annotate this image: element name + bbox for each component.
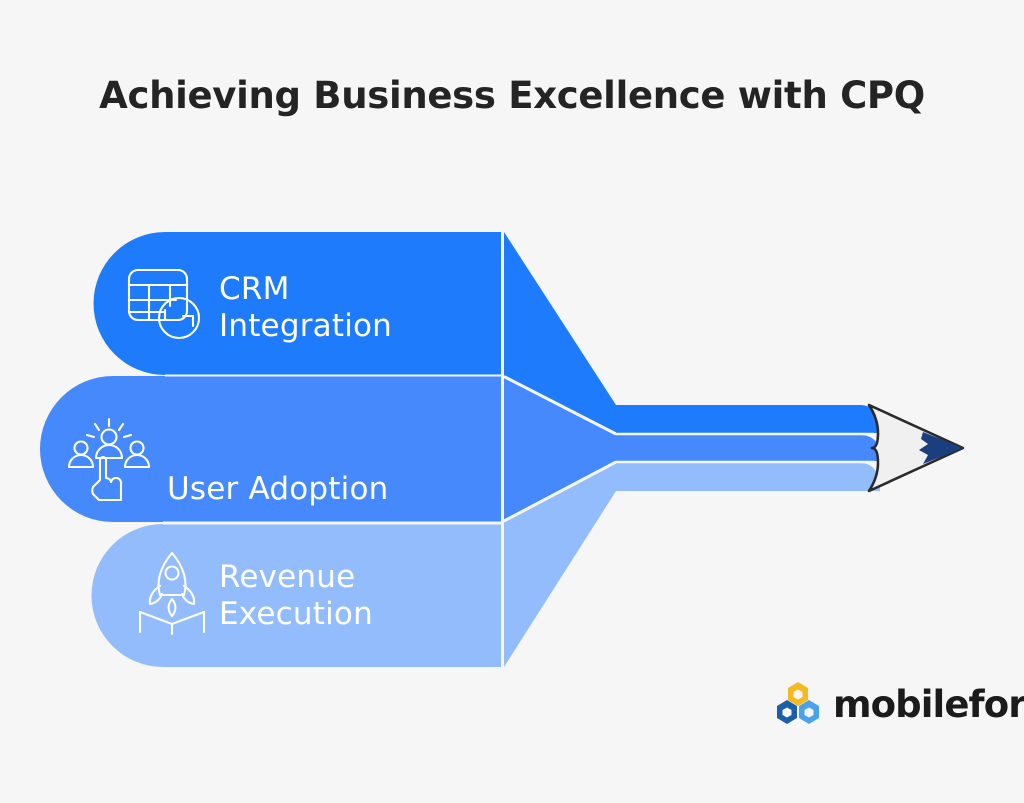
bar-bodies [40, 232, 502, 667]
mobileforce-logo[interactable]: mobileforce [774, 678, 1024, 730]
bar-body-crm-integration[interactable] [93, 232, 503, 375]
mobileforce-wordmark: mobileforce [833, 682, 1024, 726]
table-sync-icon [124, 262, 208, 346]
mobileforce-hexagon-mark [777, 682, 819, 724]
funnel-wedge-user-adoption [504, 378, 616, 520]
bar-body-revenue-execution[interactable] [91, 524, 503, 667]
funnel-wedge-crm-integration [504, 232, 616, 433]
pencil-tip [867, 403, 965, 493]
funnel-wedge-revenue-execution [504, 463, 616, 667]
rocket-launch-icon [128, 550, 216, 638]
pencil-shaft-revenue-execution [616, 463, 880, 491]
pencil-shaft-crm-integration [616, 405, 880, 433]
pencil-graphite-tip [919, 432, 963, 464]
users-click-icon [66, 416, 152, 502]
wedge-separators [163, 232, 617, 667]
funnel-wedges [504, 232, 616, 667]
pencil-wood-cone [867, 403, 965, 493]
bar-label-crm-integration: CRM Integration [219, 271, 393, 344]
bar-label-user-adoption: User Adoption [167, 471, 389, 507]
bar-label-revenue-execution: Revenue Execution [219, 559, 373, 632]
page-title: Achieving Business Excellence with CPQ [99, 74, 925, 117]
pencil-shafts [616, 405, 881, 491]
bar-body-user-adoption[interactable] [40, 376, 502, 522]
pencil-shaft-user-adoption [616, 435, 881, 461]
